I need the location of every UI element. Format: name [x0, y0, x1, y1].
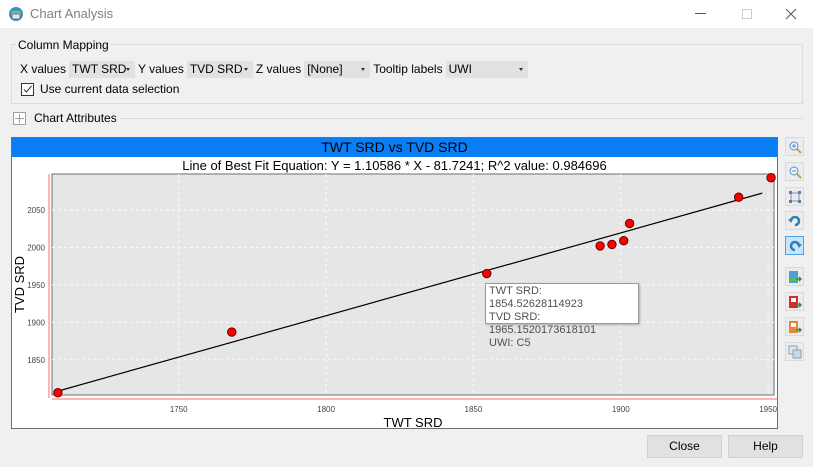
expand-plus-icon[interactable] [13, 111, 26, 125]
export-excel-icon [788, 270, 802, 283]
undo-icon [787, 215, 800, 226]
tooltip-y: TVD SRD: 1965.1520173618101 [489, 311, 597, 336]
tooltip-label: UWI: C5 [489, 337, 531, 349]
y-values-label: Y values [138, 62, 184, 76]
column-mapping-title: Column Mapping [16, 38, 111, 52]
chevron-down-icon [361, 67, 366, 71]
zoom-out-icon [789, 166, 802, 179]
copy-icon [788, 345, 801, 358]
chevron-down-icon [126, 67, 131, 71]
data-point[interactable] [482, 268, 492, 279]
y-tick-label: 1850 [27, 356, 45, 365]
help-button[interactable]: Help [728, 435, 803, 458]
scatter-plot[interactable]: 1750 1800 1850 1900 1950 1850 1900 1950 2000 2050… [12, 156, 777, 428]
x-tick-label: 1800 [317, 405, 335, 414]
x-tick-label: 1750 [170, 405, 188, 414]
z-values-label: Z values [255, 62, 302, 76]
column-mapping-group [11, 44, 803, 104]
maximize-button[interactable] [724, 0, 770, 28]
data-point[interactable] [619, 235, 629, 246]
data-point[interactable] [595, 241, 605, 251]
chart-attributes-label: Chart Attributes [34, 111, 117, 125]
window-title: Chart Analysis [30, 6, 114, 21]
use-selection-label: Use current data selection [40, 82, 180, 96]
column-mapping-row: X values TWT SRD Y values TVD SRD Z valu… [20, 60, 531, 78]
redo-icon [789, 240, 802, 251]
z-values-selected: [None] [307, 61, 343, 76]
fit-all-button[interactable] [785, 187, 804, 206]
x-values-select[interactable]: TWT SRD [69, 60, 136, 78]
redo-button[interactable] [785, 236, 804, 255]
maximize-icon [741, 8, 752, 19]
data-point[interactable] [227, 327, 237, 337]
x-tick-label: 1900 [612, 405, 630, 414]
chart-subtitle: Line of Best Fit Equation: Y = 1.10586 *… [182, 158, 607, 173]
data-point-tooltip: TWT SRD: 1854.52628114923 TVD SRD: 1965.… [485, 283, 639, 349]
y-tick-label: 1950 [27, 281, 45, 290]
export-powerpoint-button[interactable] [785, 317, 804, 336]
zoom-out-button[interactable] [785, 162, 804, 181]
tooltip-labels-select[interactable]: UWI [445, 60, 528, 78]
checkmark-icon [23, 85, 32, 93]
zoom-in-icon [789, 141, 802, 154]
minimize-button[interactable] [678, 0, 724, 28]
z-values-select[interactable]: [None] [304, 60, 371, 78]
undo-button[interactable] [785, 211, 804, 230]
chevron-down-icon [518, 67, 523, 71]
y-values-select[interactable]: TVD SRD [186, 60, 253, 78]
export-powerpoint-icon [788, 320, 802, 333]
data-point[interactable] [53, 388, 63, 398]
export-excel-button[interactable] [785, 267, 804, 286]
zoom-in-button[interactable] [785, 137, 804, 156]
data-point[interactable] [766, 173, 776, 183]
fit-all-icon [788, 190, 801, 203]
x-values-label: X values [20, 62, 67, 76]
tooltip-labels-label: Tooltip labels [373, 62, 443, 76]
chart-panel: TWT SRD vs TVD SRD Line of Best Fit Equa… [11, 137, 778, 429]
best-fit-line [57, 192, 763, 392]
use-selection-row[interactable]: Use current data selection [21, 82, 179, 96]
chevron-down-icon [243, 67, 248, 71]
app-globe-icon [9, 7, 23, 21]
export-pdf-icon [788, 295, 802, 308]
close-window-button[interactable] [768, 0, 813, 28]
y-tick-label: 1900 [27, 318, 45, 327]
minimize-icon [695, 13, 706, 14]
tooltip-x: TWT SRD: 1854.52628114923 [489, 285, 584, 310]
x-axis-title: TWT SRD [384, 415, 443, 428]
y-tick-label: 2000 [27, 243, 45, 252]
chart-attributes-toggle[interactable]: Chart Attributes [13, 111, 117, 125]
data-point[interactable] [624, 218, 635, 229]
tooltip-labels-selected: UWI [448, 61, 472, 76]
x-tick-label: 1850 [465, 405, 483, 414]
data-point[interactable] [607, 239, 617, 250]
y-values-selected: TVD SRD [189, 61, 243, 76]
divider [120, 118, 803, 119]
export-pdf-button[interactable] [785, 292, 804, 311]
title-bar: Chart Analysis [0, 0, 813, 28]
use-selection-checkbox[interactable] [21, 82, 34, 96]
x-values-selected: TWT SRD [72, 61, 127, 76]
y-tick-label: 2050 [27, 206, 45, 215]
close-button[interactable]: Close [647, 435, 722, 458]
x-tick-label: 1950 [759, 405, 777, 414]
data-point[interactable] [733, 192, 744, 202]
copy-button[interactable] [785, 342, 804, 361]
y-axis-title: TVD SRD [12, 256, 27, 313]
close-icon [785, 8, 797, 20]
chart-header: TWT SRD vs TVD SRD [12, 138, 777, 157]
